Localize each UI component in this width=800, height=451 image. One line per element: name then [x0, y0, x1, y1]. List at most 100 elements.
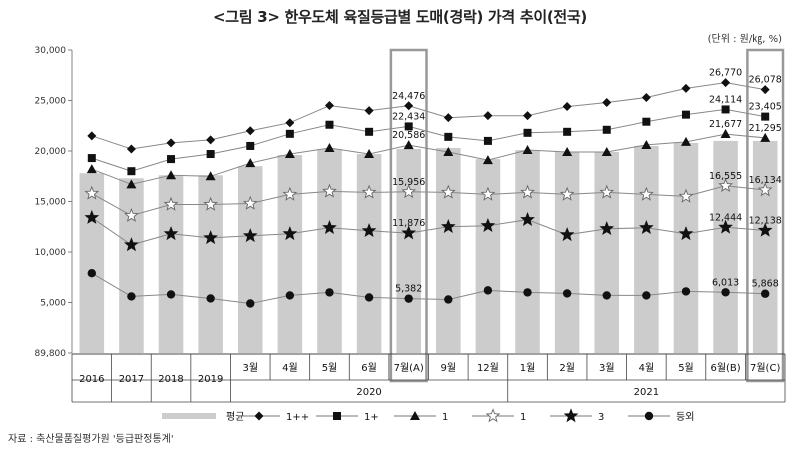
point-triangle: [522, 144, 533, 154]
x-tick-label: 6월(B): [710, 362, 740, 374]
point-diamond: [285, 118, 295, 128]
point-triangle: [760, 132, 771, 142]
point-star: [361, 223, 377, 238]
point-diamond: [681, 83, 691, 93]
legend-swatch-bar: [162, 413, 216, 419]
bar-avg: [515, 149, 540, 353]
point-diamond: [760, 85, 770, 95]
point-triangle: [166, 170, 177, 180]
point-circle: [721, 288, 730, 297]
point-diamond: [245, 126, 255, 136]
point-square: [167, 155, 176, 164]
point-triangle: [126, 179, 137, 189]
point-star: [282, 226, 298, 241]
point-diamond: [254, 411, 264, 421]
point-star-open: [242, 195, 258, 210]
point-circle: [523, 288, 532, 297]
point-star-open: [599, 184, 615, 199]
bar-avg: [634, 145, 659, 353]
axis-layer: 30,000 25,000 20,000 15,000 10,000 5,000 89,80…: [35, 46, 73, 359]
point-circle: [364, 293, 374, 302]
point-square: [206, 150, 215, 159]
point-star: [599, 221, 615, 236]
point-star-open: [480, 186, 496, 201]
data-label: 16,555: [709, 171, 742, 182]
point-star: [84, 209, 100, 224]
x-tick-label: 2016: [79, 374, 104, 385]
point-diamond: [364, 106, 374, 116]
point-star: [322, 220, 337, 235]
point-square: [365, 127, 374, 136]
x-tick-label: 2월: [559, 362, 575, 374]
bar-avg: [713, 140, 738, 353]
point-star: [440, 219, 456, 234]
x-tick-label: 4월: [282, 362, 298, 374]
point-triangle: [443, 147, 454, 157]
data-label: 23,405: [749, 102, 782, 113]
point-circle: [404, 294, 413, 303]
x-tick-label: 9월: [441, 362, 457, 374]
data-label: 5,868: [752, 279, 779, 290]
series-layer: 24,476 26,770 26,078 22,434 24,114 23,405 20,5…: [84, 68, 782, 308]
point-circle: [642, 291, 651, 300]
point-star-open: [440, 184, 456, 199]
bar-avg: [317, 148, 342, 353]
bar-avg: [356, 154, 382, 353]
x-axis-table: 2016 2017 2018 2019 3월 4월 5월 6월 7월(A) 9월 12월 1월 2월 3월…: [71, 353, 786, 403]
data-label: 21,677: [709, 119, 742, 130]
point-triangle: [482, 155, 493, 165]
highlight-box: [389, 48, 428, 383]
bar-avg: [237, 166, 263, 353]
point-star-open: [163, 196, 179, 211]
point-triangle: [601, 147, 612, 157]
point-square: [602, 125, 611, 134]
point-star-open: [203, 196, 218, 211]
data-label: 24,114: [709, 94, 742, 105]
x-tick-label: 2017: [119, 374, 144, 385]
point-diamond: [404, 101, 414, 111]
point-star: [639, 220, 654, 235]
bar-avg: [436, 147, 461, 353]
point-circle: [644, 411, 654, 421]
legend: 평균 1++ 1+ 1 1 3 등외: [162, 408, 694, 423]
bar-avg: [277, 155, 303, 353]
point-square: [523, 128, 532, 137]
data-label: 22,434: [392, 111, 425, 122]
legend-label: 1: [442, 412, 448, 423]
point-diamond: [166, 138, 176, 148]
bars-layer: [79, 140, 778, 353]
data-label: 11,876: [392, 218, 425, 229]
point-circle: [602, 291, 611, 300]
point-circle: [483, 286, 493, 295]
point-triangle: [410, 411, 420, 420]
point-triangle: [284, 149, 295, 159]
point-diamond: [324, 101, 334, 111]
point-circle: [285, 291, 295, 300]
point-square: [285, 129, 294, 138]
point-star: [242, 228, 258, 243]
point-star: [203, 230, 218, 245]
data-label: 12,138: [749, 215, 782, 226]
point-star: [563, 408, 579, 423]
x-tick-label: 4월: [639, 362, 655, 374]
point-triangle: [720, 129, 731, 139]
point-circle: [760, 289, 770, 298]
point-circle: [562, 289, 572, 298]
point-circle: [681, 287, 691, 296]
bar-avg: [119, 178, 144, 353]
point-star-open: [361, 184, 377, 199]
point-star-open: [559, 186, 575, 201]
y-tick-label: 30,000: [35, 46, 67, 56]
point-star: [124, 237, 139, 252]
point-star-open: [718, 178, 733, 193]
x-tick-label: 7월(A): [394, 362, 424, 374]
x-tick-label: 5월: [678, 362, 694, 374]
x-year-label: 2020: [356, 387, 381, 398]
point-star: [520, 211, 535, 226]
y-tick-label: 15,000: [35, 198, 67, 208]
bar-avg: [79, 173, 105, 353]
x-year-label: 2021: [634, 387, 659, 398]
point-star-open: [678, 188, 694, 203]
point-star-open: [639, 186, 654, 201]
